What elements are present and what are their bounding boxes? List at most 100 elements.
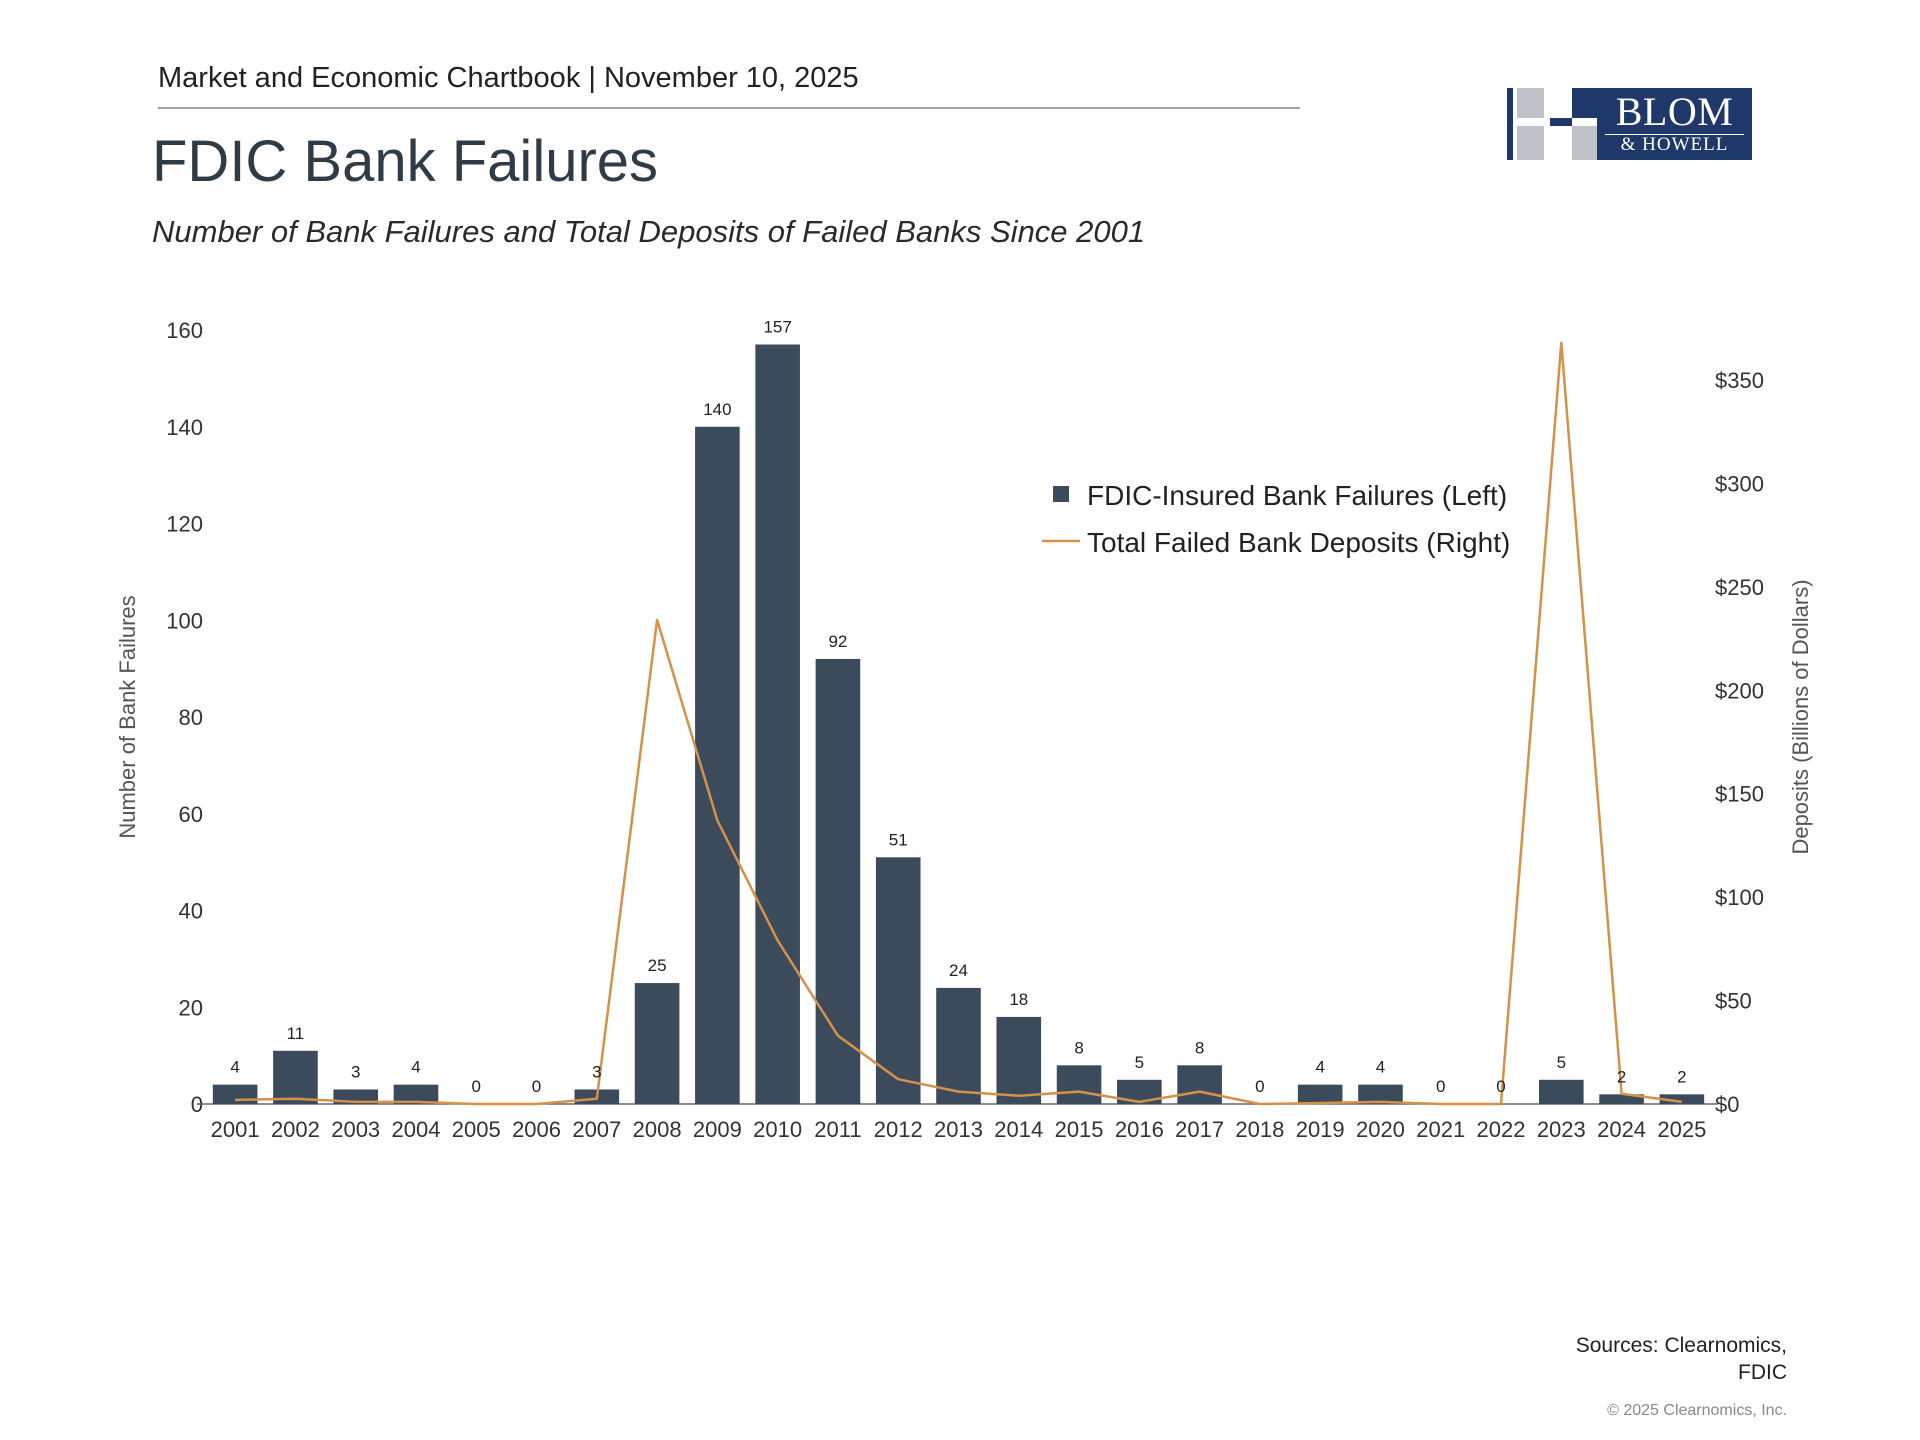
chartbook-header: Market and Economic Chartbook | November… bbox=[158, 62, 859, 94]
x-axis-tick-label: 2023 bbox=[1537, 1117, 1586, 1142]
x-axis-tick-label: 2024 bbox=[1597, 1117, 1646, 1142]
left-axis-tick-label: 140 bbox=[166, 415, 203, 440]
chart-legend: FDIC-Insured Bank Failures (Left) Total F… bbox=[1042, 480, 1510, 558]
x-axis-tick-label: 2019 bbox=[1296, 1117, 1345, 1142]
x-axis-tick-label: 2004 bbox=[392, 1117, 441, 1142]
x-axis-tick-label: 2011 bbox=[814, 1117, 861, 1142]
x-axis-tick-label: 2001 bbox=[211, 1117, 260, 1142]
bar-data-label: 5 bbox=[1557, 1053, 1566, 1072]
bar-data-label: 4 bbox=[411, 1058, 420, 1077]
x-axis-tick-label: 2017 bbox=[1175, 1117, 1224, 1142]
bar-data-label: 0 bbox=[1255, 1077, 1264, 1096]
x-axis-tick-label: 2009 bbox=[693, 1117, 742, 1142]
bar bbox=[1599, 1094, 1644, 1104]
bar-series bbox=[212, 344, 1705, 1104]
bar-data-label: 11 bbox=[287, 1024, 305, 1043]
bar bbox=[1358, 1084, 1403, 1104]
right-axis-tick-label: $100 bbox=[1715, 885, 1764, 910]
x-axis-tick-label: 2006 bbox=[512, 1117, 561, 1142]
bar-data-label: 2 bbox=[1617, 1067, 1626, 1086]
right-axis-tick-label: $150 bbox=[1715, 782, 1764, 807]
bar-data-label: 18 bbox=[1009, 990, 1028, 1009]
bar bbox=[1297, 1084, 1343, 1104]
legend-bar-swatch bbox=[1053, 486, 1069, 502]
x-axis-tick-label: 2012 bbox=[874, 1117, 923, 1142]
data-labels: 4 11 3 4 0 0 3 25 140 157 92 51 24 18 8 5 8 0 4 4 0 0 5 2 2 bbox=[230, 318, 1686, 1096]
bar-data-label: 4 bbox=[1376, 1058, 1385, 1077]
logo-mark-icon bbox=[1507, 88, 1597, 160]
bar-data-label: 2 bbox=[1677, 1067, 1686, 1086]
x-axis-tick-label: 2021 bbox=[1416, 1117, 1465, 1142]
bar bbox=[695, 426, 740, 1104]
bar-data-label: 8 bbox=[1195, 1038, 1204, 1057]
line-series bbox=[235, 341, 1683, 1106]
sources-line-2: FDIC bbox=[1738, 1361, 1787, 1384]
right-axis-tick-label: $350 bbox=[1715, 368, 1764, 393]
bar bbox=[936, 987, 981, 1104]
bar bbox=[875, 857, 921, 1104]
bar-data-label: 25 bbox=[648, 956, 667, 975]
x-axis-tick-label: 2013 bbox=[934, 1117, 983, 1142]
x-axis-tick-label: 2014 bbox=[994, 1117, 1043, 1142]
left-axis-tick-label: 80 bbox=[179, 705, 203, 730]
bar-data-label: 0 bbox=[472, 1077, 481, 1096]
deposits-line bbox=[235, 341, 1683, 1106]
right-axis-tick-label: $200 bbox=[1715, 678, 1764, 703]
bar-data-label: 24 bbox=[949, 961, 968, 980]
bar bbox=[755, 344, 800, 1104]
bar bbox=[273, 1050, 318, 1104]
bar-data-label: 157 bbox=[763, 318, 791, 337]
left-axis-tick-label: 20 bbox=[179, 995, 203, 1020]
left-axis-tick-label: 120 bbox=[166, 512, 203, 537]
bar bbox=[996, 1016, 1042, 1104]
left-axis-tick-label: 160 bbox=[166, 318, 203, 343]
sources-note: Sources: Clearnomics, FDIC bbox=[1487, 1332, 1787, 1386]
x-axis-tick-label: 2010 bbox=[753, 1117, 802, 1142]
copyright-note: © 2025 Clearnomics, Inc. bbox=[1607, 1402, 1787, 1419]
x-axis-tick-label: 2018 bbox=[1235, 1117, 1284, 1142]
bar-data-label: 140 bbox=[703, 400, 731, 419]
left-axis-tick-label: 0 bbox=[191, 1092, 203, 1117]
bar-data-label: 0 bbox=[1496, 1077, 1505, 1096]
x-axis-tick-label: 2008 bbox=[633, 1117, 682, 1142]
bar bbox=[393, 1084, 439, 1104]
left-axis-tick-label: 60 bbox=[179, 802, 203, 827]
bar bbox=[1659, 1094, 1705, 1104]
page-title: FDIC Bank Failures bbox=[152, 129, 659, 194]
right-axis-tick-label: $300 bbox=[1715, 471, 1764, 496]
x-axis-tick-label: 2020 bbox=[1356, 1117, 1405, 1142]
x-axis-tick-label: 2022 bbox=[1477, 1117, 1526, 1142]
right-axis-tick-label: $50 bbox=[1715, 989, 1752, 1014]
bar-data-label: 4 bbox=[230, 1058, 239, 1077]
x-axis-tick-label: 2003 bbox=[331, 1117, 380, 1142]
logo-subname: & HOWELL bbox=[1605, 134, 1744, 155]
left-axis-title: Number of Bank Failures bbox=[115, 595, 140, 838]
bar-data-label: 0 bbox=[532, 1077, 541, 1096]
left-axis-tick-label: 100 bbox=[166, 608, 203, 633]
right-axis-tick-label: $250 bbox=[1715, 575, 1764, 600]
x-axis-tick-label: 2002 bbox=[271, 1117, 320, 1142]
x-axis-tick-label: 2005 bbox=[452, 1117, 501, 1142]
bar bbox=[1538, 1079, 1584, 1104]
legend-bar-label: FDIC-Insured Bank Failures (Left) bbox=[1087, 480, 1507, 511]
bar-data-label: 3 bbox=[351, 1062, 360, 1081]
header-divider bbox=[158, 107, 1300, 109]
bar bbox=[634, 983, 680, 1104]
bar-data-label: 0 bbox=[1436, 1077, 1445, 1096]
x-axis-tick-label: 2015 bbox=[1055, 1117, 1104, 1142]
x-axis-tick-label: 2025 bbox=[1657, 1117, 1706, 1142]
bar bbox=[1056, 1065, 1102, 1104]
chart-subtitle: Number of Bank Failures and Total Deposi… bbox=[152, 214, 1146, 249]
bar bbox=[815, 658, 861, 1104]
right-axis-tick-label: $0 bbox=[1715, 1092, 1739, 1117]
bar-data-label: 5 bbox=[1135, 1053, 1144, 1072]
bar-data-label: 4 bbox=[1315, 1058, 1324, 1077]
x-axis-tick-label: 2007 bbox=[572, 1117, 621, 1142]
logo-name: BLOM bbox=[1615, 89, 1734, 134]
right-axis-title: Deposits (Billions of Dollars) bbox=[1788, 579, 1813, 854]
bar bbox=[1177, 1065, 1222, 1104]
blom-howell-logo: BLOM & HOWELL bbox=[1502, 88, 1752, 162]
x-axis-tick-label: 2016 bbox=[1115, 1117, 1164, 1142]
bar-data-label: 51 bbox=[889, 830, 908, 849]
